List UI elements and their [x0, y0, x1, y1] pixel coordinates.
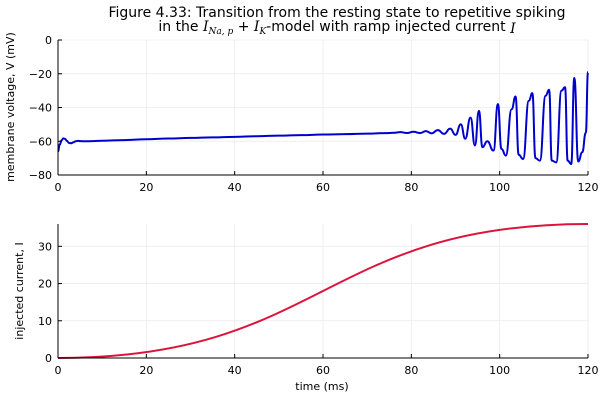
title-line-1: Figure 4.33: Transition from the resting… [108, 5, 565, 21]
title-middle: -model with ramp injected current [266, 19, 510, 35]
y-tick-label: 30 [38, 240, 52, 253]
voltage-x-ticks: 0 20 40 60 80 100 120 [55, 171, 599, 194]
title-sub-na-p: Na, p [208, 27, 234, 37]
current-y-ticks: 0 10 20 30 [38, 240, 62, 365]
x-tick-label: 120 [578, 364, 599, 377]
y-tick-label: −80 [29, 169, 52, 182]
y-tick-label: 10 [38, 315, 52, 328]
x-tick-label: 60 [316, 364, 330, 377]
y-tick-label: −20 [29, 68, 52, 81]
title-sub-k: K [258, 27, 267, 37]
x-tick-label: 0 [55, 181, 62, 194]
voltage-grid [57, 39, 589, 176]
x-tick-label: 40 [228, 181, 242, 194]
figure-title: Figure 4.33: Transition from the resting… [108, 5, 565, 37]
x-tick-label: 80 [404, 364, 418, 377]
current-panel: 0 20 40 60 80 100 120 0 10 20 30 injected current… [13, 223, 599, 393]
y-tick-label: 0 [45, 352, 52, 365]
title-line-2: in the INa, p + IK-model with ramp injec… [158, 19, 516, 37]
voltage-trace [57, 71, 589, 166]
x-tick-label: 40 [228, 364, 242, 377]
x-tick-label: 20 [139, 181, 153, 194]
x-tick-label: 80 [404, 181, 418, 194]
title-math-i-k: I [253, 19, 260, 35]
title-math-i: I [509, 21, 516, 37]
title-math-i-na: I [202, 19, 209, 35]
x-tick-label: 100 [489, 181, 510, 194]
y-tick-label: 20 [38, 278, 52, 291]
voltage-panel: 0 20 40 60 80 100 120 −80 −60 −40 −20 0 membrane v… [4, 32, 599, 194]
current-trace [57, 223, 589, 359]
current-y-label: injected current, I [13, 242, 26, 339]
x-tick-label: 0 [55, 364, 62, 377]
x-tick-label: 120 [578, 181, 599, 194]
current-x-ticks: 0 20 40 60 80 100 120 [55, 354, 599, 377]
title-plus: + [233, 19, 254, 35]
title-line-2-prefix: in the [158, 19, 203, 35]
x-tick-label: 100 [489, 364, 510, 377]
x-tick-label: 20 [139, 364, 153, 377]
y-tick-label: 0 [45, 34, 52, 47]
voltage-y-ticks: −80 −60 −40 −20 0 [29, 34, 62, 182]
time-x-label: time (ms) [295, 380, 348, 393]
x-tick-label: 60 [316, 181, 330, 194]
voltage-y-label: membrane voltage, V (mV) [4, 32, 17, 182]
y-tick-label: −40 [29, 102, 52, 115]
y-tick-label: −60 [29, 135, 52, 148]
